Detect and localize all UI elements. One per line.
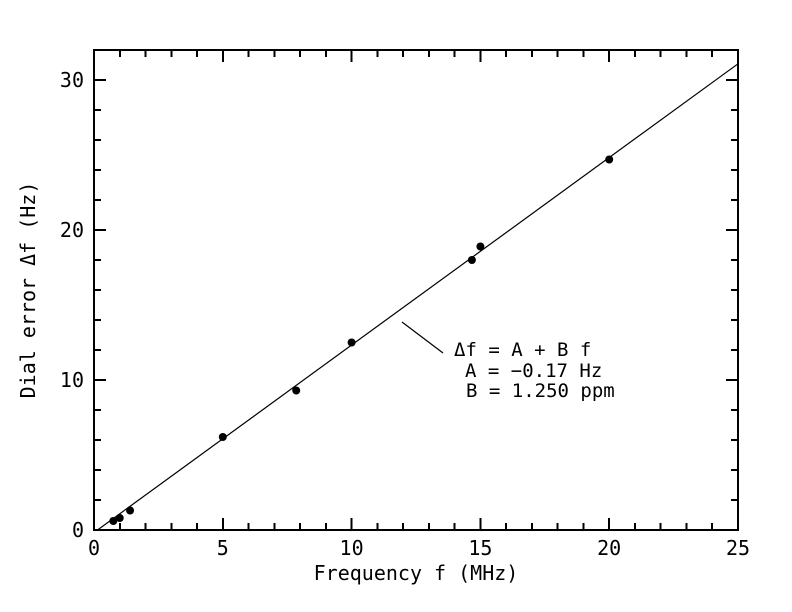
data-point xyxy=(126,506,135,515)
fit-equation-line: Δf = A + B f xyxy=(454,339,591,361)
y-tick-label: 0 xyxy=(72,518,84,542)
data-point xyxy=(218,433,227,441)
y-axis-label: Dial error Δf (Hz) xyxy=(16,182,40,399)
x-tick-label: 25 xyxy=(726,536,750,560)
data-point xyxy=(347,338,356,347)
plot-frame xyxy=(93,49,739,531)
x-axis-label: Frequency f (MHz) xyxy=(314,561,519,585)
fit-coefficient-b: B = 1.250 ppm xyxy=(466,380,615,402)
data-point xyxy=(292,386,301,395)
x-tick-label: 0 xyxy=(88,536,100,560)
data-point xyxy=(467,256,476,264)
data-point xyxy=(476,242,485,251)
y-tick-label: 20 xyxy=(60,218,84,242)
x-tick-label: 20 xyxy=(597,536,621,560)
x-tick-label: 5 xyxy=(217,536,229,560)
fit-line xyxy=(97,63,739,531)
x-tick-label: 10 xyxy=(340,536,364,560)
data-point xyxy=(115,514,124,522)
data-point xyxy=(605,155,614,164)
y-tick-label: 10 xyxy=(60,368,84,392)
annotation-pointer-line xyxy=(401,321,444,354)
x-tick-label: 15 xyxy=(468,536,492,560)
fit-coefficient-a: A = −0.17 Hz xyxy=(465,360,602,382)
y-tick-label: 30 xyxy=(60,68,84,92)
data-point xyxy=(109,517,118,525)
chart-generated-layer: 0 5 10 15 20 25 0 10 20 30 xyxy=(60,49,750,560)
